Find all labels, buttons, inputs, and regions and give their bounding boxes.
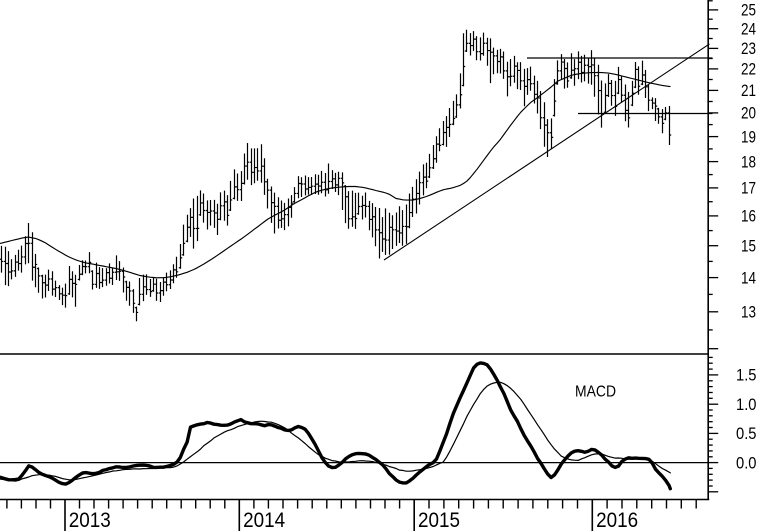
svg-text:19: 19 — [741, 128, 756, 146]
svg-text:14: 14 — [741, 269, 756, 287]
svg-text:25: 25 — [741, 2, 756, 20]
svg-text:2016: 2016 — [596, 509, 638, 531]
svg-text:17: 17 — [741, 180, 756, 198]
svg-text:1.5: 1.5 — [736, 367, 757, 385]
svg-text:22: 22 — [741, 61, 756, 79]
svg-text:20: 20 — [741, 105, 756, 123]
svg-text:23: 23 — [741, 40, 756, 58]
svg-text:2014: 2014 — [243, 509, 285, 531]
svg-text:13: 13 — [741, 304, 756, 322]
svg-text:0.5: 0.5 — [736, 425, 757, 443]
svg-text:16: 16 — [741, 208, 756, 226]
svg-text:MACD: MACD — [575, 384, 616, 401]
svg-text:24: 24 — [741, 21, 756, 39]
svg-text:1.0: 1.0 — [736, 396, 757, 414]
svg-text:2013: 2013 — [69, 509, 111, 531]
svg-text:21: 21 — [741, 82, 756, 100]
svg-text:15: 15 — [741, 238, 756, 256]
svg-text:2015: 2015 — [418, 509, 460, 531]
svg-text:18: 18 — [741, 153, 756, 171]
svg-text:0.0: 0.0 — [736, 454, 757, 472]
